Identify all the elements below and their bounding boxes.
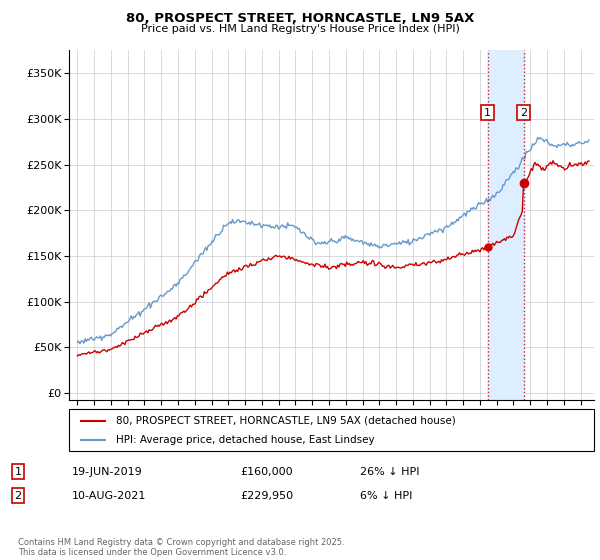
Text: Price paid vs. HM Land Registry's House Price Index (HPI): Price paid vs. HM Land Registry's House … bbox=[140, 24, 460, 34]
Bar bbox=[488, 50, 524, 400]
Text: 6% ↓ HPI: 6% ↓ HPI bbox=[360, 491, 412, 501]
FancyBboxPatch shape bbox=[69, 409, 594, 451]
Text: 80, PROSPECT STREET, HORNCASTLE, LN9 5AX (detached house): 80, PROSPECT STREET, HORNCASTLE, LN9 5AX… bbox=[116, 416, 456, 426]
Text: 2: 2 bbox=[520, 108, 527, 118]
Text: HPI: Average price, detached house, East Lindsey: HPI: Average price, detached house, East… bbox=[116, 435, 375, 445]
Text: 1: 1 bbox=[14, 466, 22, 477]
Text: 26% ↓ HPI: 26% ↓ HPI bbox=[360, 466, 419, 477]
Text: 80, PROSPECT STREET, HORNCASTLE, LN9 5AX: 80, PROSPECT STREET, HORNCASTLE, LN9 5AX bbox=[126, 12, 474, 25]
Text: £160,000: £160,000 bbox=[240, 466, 293, 477]
Text: 2: 2 bbox=[14, 491, 22, 501]
Text: 1: 1 bbox=[484, 108, 491, 118]
Text: 19-JUN-2019: 19-JUN-2019 bbox=[72, 466, 143, 477]
Text: 10-AUG-2021: 10-AUG-2021 bbox=[72, 491, 146, 501]
Text: Contains HM Land Registry data © Crown copyright and database right 2025.
This d: Contains HM Land Registry data © Crown c… bbox=[18, 538, 344, 557]
Text: £229,950: £229,950 bbox=[240, 491, 293, 501]
